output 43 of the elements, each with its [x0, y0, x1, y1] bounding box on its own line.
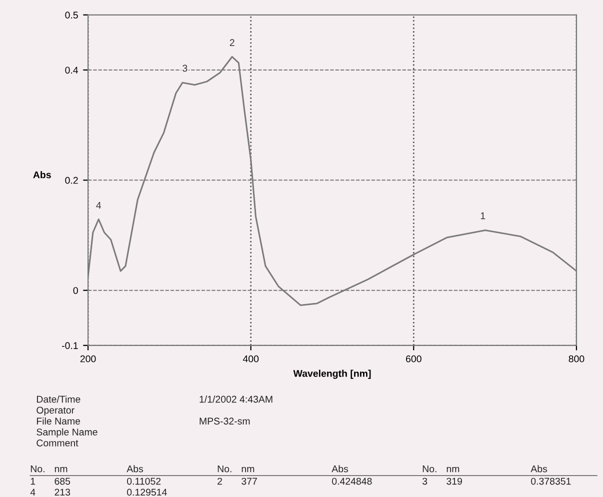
annotation: 2	[230, 39, 234, 46]
y-tick-label: 0.2	[65, 176, 78, 184]
text: Sample Name	[36, 428, 98, 438]
annotation: 1	[480, 212, 486, 220]
text: 1/1/2002 4:43AM	[200, 396, 272, 403]
text: Abs	[530, 465, 548, 472]
text: 685	[54, 478, 70, 485]
text: Abs	[332, 465, 348, 472]
x-tick-label: 800	[568, 355, 584, 362]
text: No.	[218, 465, 232, 472]
text: 2	[218, 478, 222, 485]
text: MPS-32-sm	[200, 418, 250, 425]
text: nm	[242, 466, 254, 472]
text: 319	[446, 478, 462, 485]
text: 0.129514	[127, 488, 167, 496]
text: Comment	[36, 440, 78, 446]
text: nm	[54, 466, 68, 472]
text: 1	[30, 478, 36, 485]
x-tick-label: 200	[80, 355, 96, 362]
y-tick-label: 0.4	[65, 66, 78, 74]
y-axis-title: Abs	[33, 171, 51, 178]
text: 0.424848	[332, 478, 372, 485]
x-tick-label: 600	[406, 355, 422, 362]
text: 0.378351	[531, 478, 571, 485]
text: nm	[446, 466, 460, 472]
text: Abs	[126, 465, 144, 472]
x-tick-label: 400	[242, 355, 259, 362]
y-tick-label: 0	[73, 287, 78, 294]
y-tick-label: 0.5	[65, 12, 78, 19]
text: Date/Time	[36, 396, 80, 403]
text: 213	[54, 488, 70, 496]
text: No.	[30, 465, 44, 472]
text: No.	[422, 465, 436, 472]
text: 4	[30, 488, 36, 496]
annotation: 4	[96, 202, 102, 209]
text: 3	[422, 478, 428, 485]
text: 0.11052	[127, 478, 161, 485]
text: File Name	[36, 417, 80, 425]
text: 377	[242, 478, 257, 485]
x-axis-title: Wavelength [nm]	[293, 370, 371, 379]
y-tick-label: -0.1	[62, 342, 78, 350]
text: Operator	[36, 406, 74, 416]
annotation: 3	[182, 64, 188, 72]
